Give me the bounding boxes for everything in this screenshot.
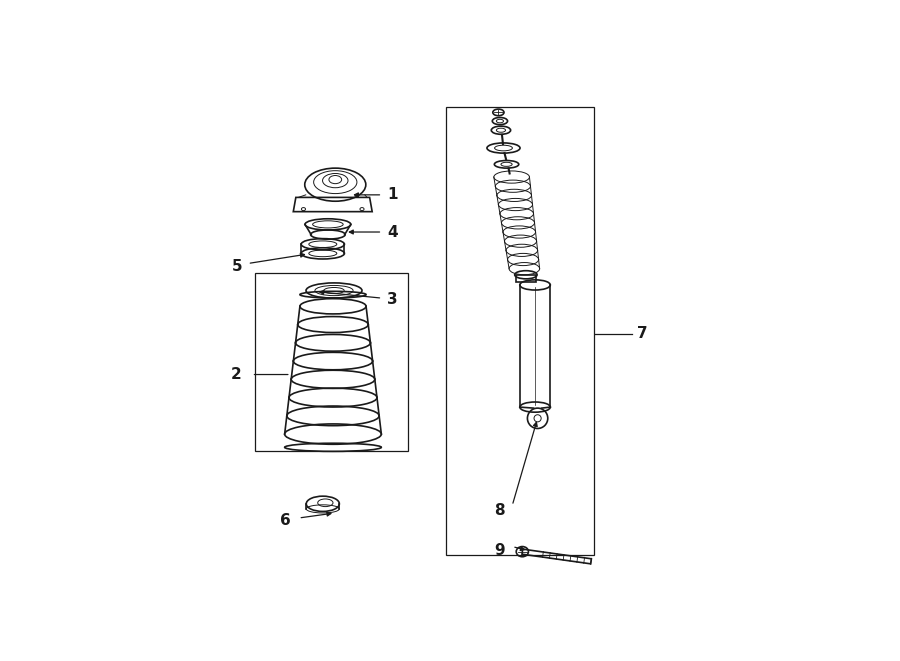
- Bar: [516, 275, 536, 282]
- Bar: [255, 273, 408, 451]
- Text: 1: 1: [387, 187, 398, 202]
- Text: 3: 3: [387, 292, 398, 307]
- Text: 7: 7: [637, 327, 647, 341]
- Text: 2: 2: [230, 367, 241, 382]
- Text: 4: 4: [387, 225, 398, 239]
- Bar: [446, 107, 594, 555]
- Text: 5: 5: [232, 258, 243, 274]
- Text: 9: 9: [494, 543, 505, 558]
- Text: 8: 8: [494, 504, 505, 518]
- Text: 6: 6: [280, 513, 291, 528]
